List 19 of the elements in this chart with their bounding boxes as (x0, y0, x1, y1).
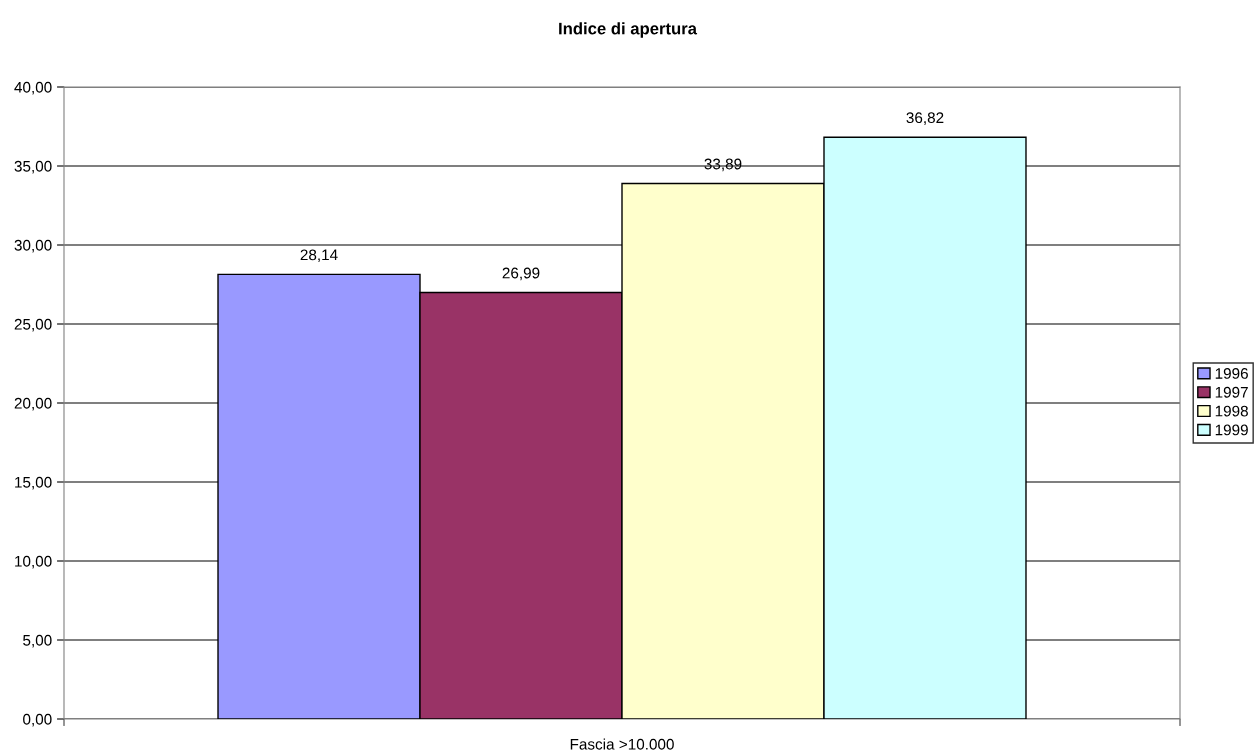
data-label: 26,99 (502, 267, 540, 281)
y-tick-label: 35,00 (14, 160, 52, 174)
legend-label: 1997 (1215, 386, 1248, 398)
y-tick-label: 40,00 (14, 81, 52, 95)
y-tick-label: 30,00 (14, 239, 52, 253)
y-tick-label: 10,00 (15, 555, 52, 569)
data-label: 33,89 (704, 158, 742, 172)
legend-label: 1996 (1215, 368, 1248, 379)
chart-title: Indice di apertura (559, 22, 698, 38)
legend-label: 1999 (1215, 424, 1248, 436)
y-tick-label: 25,00 (14, 318, 52, 332)
legend-label: 1998 (1215, 405, 1248, 417)
y-tick-label: 20,00 (14, 397, 52, 411)
y-tick-label: 0,00 (23, 713, 52, 727)
data-label: 28,14 (300, 249, 338, 263)
data-label: 36,82 (906, 112, 944, 125)
y-tick-label: 5,00 (23, 634, 52, 648)
y-tick-label: 15,00 (15, 476, 52, 490)
x-tick-label: Fascia >10.000 (570, 738, 674, 750)
